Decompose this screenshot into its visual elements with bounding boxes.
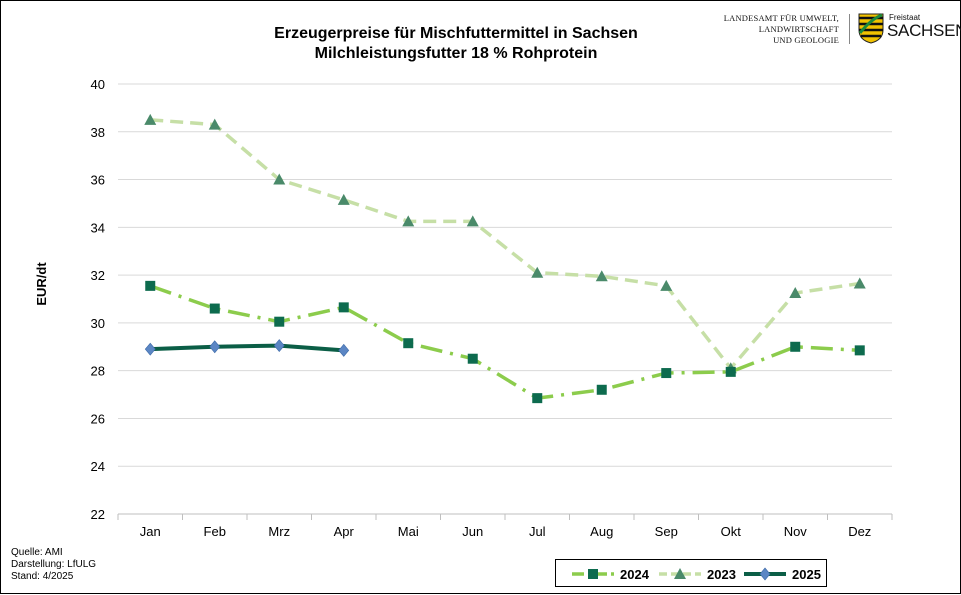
logo-line-1: LANDESAMT FÜR UMWELT, [723,13,839,23]
series-line-2024 [149,284,860,400]
legend-item-2024: 2024 [572,567,650,582]
data-point-2023 [337,193,350,205]
legend-item-2025: 2025 [744,567,821,582]
data-point-2023 [853,277,866,289]
x-tick-label: Apr [334,524,355,539]
series-2024 [145,280,865,404]
x-tick-label: Mrz [268,524,290,539]
footer-notes: Quelle: AMI Darstellung: LfULG Stand: 4/… [11,547,96,583]
legend-marker-2023 [674,568,686,579]
x-tick-label: Dez [848,524,871,539]
data-point-2023 [208,118,221,130]
data-point-2024 [403,338,414,349]
y-tick-label: 22 [91,507,105,522]
x-tick-label: Okt [721,524,742,539]
series-line-2025 [150,343,344,353]
data-point-2024 [725,366,736,377]
y-tick-label: 36 [91,173,105,188]
legend-marks: 2024 2023 2025 [572,567,821,582]
legend-label-2024: 2024 [620,567,650,582]
y-tick-label: 34 [91,220,105,235]
legend-marker-2025 [759,567,771,581]
series-line-2023 [150,118,861,371]
chart-subtitle: Milchleistungsfutter 18 % Rohprotein [314,45,598,62]
data-point-2024 [532,393,543,404]
chart-legend: 2024 2023 2025 [555,559,827,587]
data-point-2025 [338,343,350,357]
footer-author: Darstellung: LfULG [11,559,97,570]
chart-series [144,113,866,404]
x-tick-label: Aug [590,524,613,539]
logo-line-2: LANDWIRTSCHAFT [758,24,839,34]
x-tick-label: Jun [462,524,483,539]
data-point-2023 [595,270,608,282]
footer-date: Stand: 4/2025 [11,571,74,582]
y-tick-label: 32 [91,268,105,283]
logo-sachsen: SACHSEN [887,21,961,40]
chart-title: Erzeugerpreise für Mischfuttermittel in … [274,25,638,42]
data-point-2023 [466,215,479,227]
data-point-2023 [660,279,673,291]
footer-source: Quelle: AMI [11,547,63,558]
y-tick-label: 38 [91,125,105,140]
data-point-2023 [144,113,157,125]
x-tick-label: Nov [784,524,808,539]
chart-grid [118,83,892,515]
y-tick-label: 40 [91,77,105,92]
data-point-2023 [531,266,544,278]
legend-label-2023: 2023 [707,567,736,582]
legend-marker-2024 [588,569,598,579]
x-axis-ticks: Jan Feb Mrz Apr Mai Jun Jul Aug Sep Okt Nov Dez [117,514,893,539]
data-point-2025 [144,342,156,356]
saxony-coat-of-arms-icon [858,13,884,44]
data-point-2024 [467,353,478,364]
x-tick-label: Jul [529,524,546,539]
logo-separator [849,14,850,44]
data-point-2024 [145,280,156,291]
y-tick-label: 30 [91,316,105,331]
y-axis-ticks: 22 24 26 28 30 32 34 36 38 40 [91,77,105,522]
data-point-2024 [338,302,349,313]
logo-freistaat: Freistaat [889,13,921,22]
legend-item-2023: 2023 [659,567,736,582]
series-2023 [144,113,866,374]
y-axis-label: EUR/dt [34,262,49,306]
data-point-2023 [789,287,802,299]
lfulg-logo-text: LANDESAMT FÜR UMWELT, LANDWIRTSCHAFT UND… [724,13,839,46]
logo-line-3: UND GEOLOGIE [773,35,839,45]
data-point-2024 [209,303,220,314]
x-tick-label: Feb [204,524,226,539]
data-point-2024 [596,384,607,395]
data-point-2025 [273,339,285,353]
data-point-2025 [209,340,221,354]
data-point-2024 [790,341,801,352]
x-tick-label: Mai [398,524,419,539]
y-tick-label: 28 [91,364,105,379]
data-point-2024 [274,316,285,327]
x-tick-label: Sep [655,524,678,539]
data-point-2023 [402,215,415,227]
legend-label-2025: 2025 [792,567,821,582]
series-2025 [144,339,350,357]
data-point-2024 [854,345,865,356]
x-tick-label: Jan [140,524,161,539]
data-point-2023 [273,173,286,185]
y-tick-label: 26 [91,411,105,426]
data-point-2024 [661,368,672,379]
y-tick-label: 24 [91,459,105,474]
